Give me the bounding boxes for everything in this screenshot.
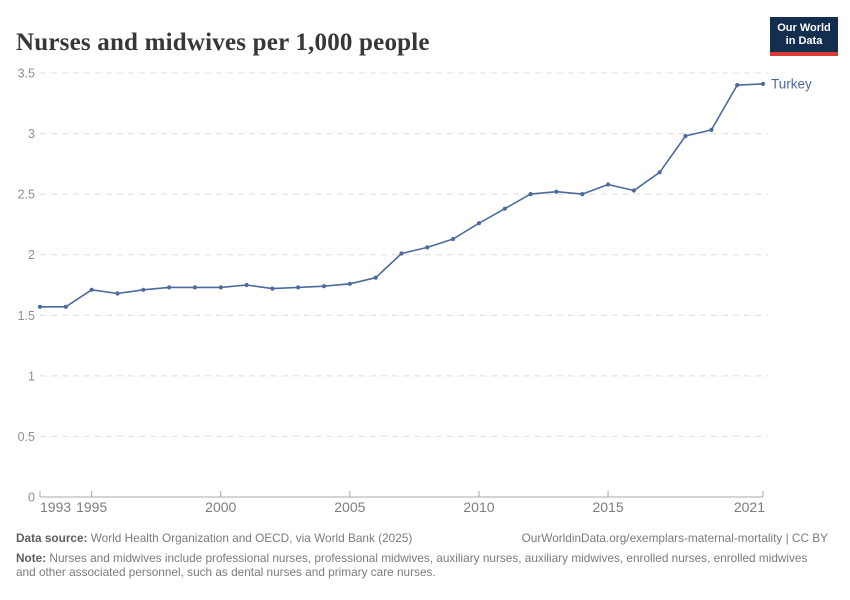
data-point xyxy=(37,304,43,309)
x-tick-label: 2015 xyxy=(592,499,623,515)
data-point xyxy=(141,287,146,292)
y-tick-label: 1 xyxy=(28,369,35,383)
footer-source-row: Data source: World Health Organization a… xyxy=(0,531,850,546)
data-point xyxy=(683,133,688,139)
data-point xyxy=(399,251,404,256)
data-point xyxy=(735,83,740,88)
x-tick-label: 1995 xyxy=(76,499,107,515)
data-point xyxy=(657,170,662,175)
data-point xyxy=(115,291,120,296)
data-source-value: World Health Organization and OECD, via … xyxy=(87,531,413,545)
y-tick-label: 2 xyxy=(28,248,35,262)
data-source-text: Data source: World Health Organization a… xyxy=(16,531,412,546)
owid-logo-line2: in Data xyxy=(785,34,823,47)
data-point xyxy=(347,281,352,286)
data-point xyxy=(167,285,172,290)
owid-url-link[interactable]: OurWorldinData.org/exemplars-maternal-mo… xyxy=(521,531,828,545)
data-source-label: Data source: xyxy=(16,531,88,545)
owid-logo-line1: Our World xyxy=(777,21,831,34)
y-tick-label: 0.5 xyxy=(18,430,35,444)
data-point xyxy=(709,127,714,132)
data-point xyxy=(63,304,68,309)
data-point xyxy=(476,221,482,226)
data-point xyxy=(296,285,301,290)
data-point xyxy=(270,286,275,291)
y-tick-label: 0 xyxy=(28,491,35,505)
data-point xyxy=(631,188,637,193)
chart-title: Nurses and midwives per 1,000 people xyxy=(16,28,430,56)
y-tick-label: 3.5 xyxy=(18,67,35,81)
line-chart: 0 0.5 1 1.5 2 2.5 3 3.5 1993 1995 2000 2005 2010 2015… xyxy=(18,67,812,516)
series-label: Turkey xyxy=(771,76,812,91)
data-point xyxy=(89,287,94,292)
note-value: Nurses and midwives include professional… xyxy=(16,550,808,580)
note-label: Note: xyxy=(16,550,47,565)
chart-footer: Data source: World Health Organization a… xyxy=(0,531,850,580)
owid-logo: Our World in Data xyxy=(770,17,838,56)
data-point xyxy=(192,285,197,290)
footer-note: Note: Nurses and midwives include profes… xyxy=(0,551,832,580)
data-point xyxy=(244,282,249,288)
x-tick-label: 2000 xyxy=(205,499,236,515)
x-tick-label: 2005 xyxy=(334,499,365,515)
data-point xyxy=(451,236,456,242)
x-tick-label: 1993 xyxy=(40,499,71,515)
data-point xyxy=(425,245,430,250)
data-point xyxy=(580,192,585,197)
data-point xyxy=(218,285,223,290)
data-point xyxy=(321,284,327,289)
y-tick-label: 1.5 xyxy=(18,309,35,323)
y-tick-label: 3 xyxy=(28,127,35,141)
data-point xyxy=(373,275,378,280)
data-point xyxy=(502,206,507,211)
x-tick-label: 2021 xyxy=(734,499,765,515)
data-point xyxy=(528,192,533,197)
y-tick-label: 2.5 xyxy=(18,188,35,202)
data-point xyxy=(760,81,766,86)
x-tick-label: 2010 xyxy=(463,499,494,515)
series-line xyxy=(40,83,764,308)
data-point xyxy=(554,189,559,194)
data-point xyxy=(606,182,611,187)
